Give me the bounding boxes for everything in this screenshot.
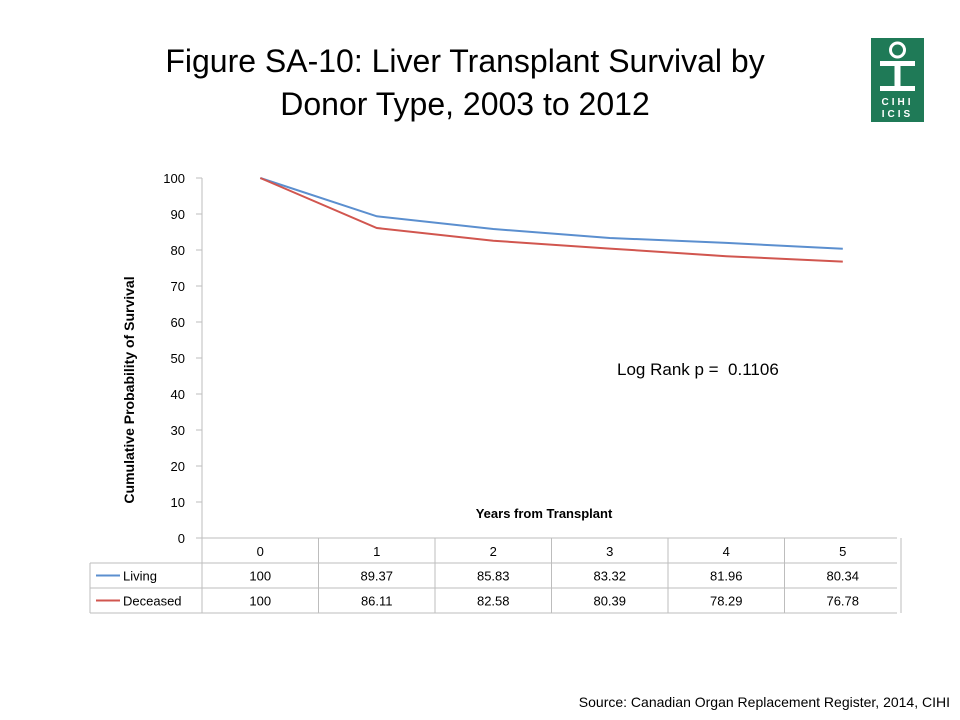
data-cell: 82.58 (477, 594, 510, 609)
data-cell: 80.34 (826, 569, 859, 584)
y-tick-label: 70 (171, 279, 185, 294)
x-tick-label: 3 (606, 544, 613, 559)
x-tick-label: 2 (490, 544, 497, 559)
logo-text-bottom: ICIS (882, 109, 913, 120)
data-cell: 86.11 (361, 594, 393, 609)
data-cell: 81.96 (710, 569, 743, 584)
data-table: 0 1 2 3 4 5 Living 100 89.37 85.83 83.32 81.96 80.34… (89, 537, 902, 614)
data-cell: 83.32 (593, 569, 626, 584)
legend-label-deceased: Deceased (123, 594, 182, 609)
title-line-2: Donor Type, 2003 to 2012 (280, 86, 650, 122)
x-tick-label: 0 (257, 544, 264, 559)
title-line-1: Figure SA-10: Liver Transplant Survival … (165, 43, 765, 79)
y-tick-label: 40 (171, 387, 185, 402)
series-line-living (259, 177, 843, 250)
logo-text-top: CIHI (882, 97, 914, 108)
y-tick-label: 80 (171, 243, 185, 258)
y-tick-label: 0 (178, 531, 185, 546)
x-tick-label: 5 (839, 544, 846, 559)
x-tick-label: 4 (723, 544, 730, 559)
x-tick-label: 1 (373, 544, 380, 559)
y-tick-label: 50 (171, 351, 185, 366)
y-tick-label: 100 (163, 171, 185, 186)
series-lines (259, 177, 843, 263)
y-tick-label: 20 (171, 459, 185, 474)
y-axis-title: Cumulative Probability of Survival (121, 276, 137, 503)
data-cell: 80.39 (593, 594, 626, 609)
legend-label-living: Living (123, 569, 157, 584)
y-tick-label: 10 (171, 495, 185, 510)
y-tick-label: 60 (171, 315, 185, 330)
cihi-logo: CIHI ICIS (871, 38, 924, 122)
data-cell: 85.83 (477, 569, 510, 584)
log-rank-annotation: Log Rank p = 0.1106 (617, 360, 779, 379)
page-title: Figure SA-10: Liver Transplant Survival … (60, 40, 870, 126)
data-cell: 89.37 (360, 569, 393, 584)
data-cell: 100 (249, 594, 271, 609)
data-cell: 78.29 (710, 594, 743, 609)
data-cell: 100 (249, 569, 271, 584)
x-axis-title: Years from Transplant (476, 506, 613, 521)
series-line-deceased (259, 177, 843, 263)
y-tick-label: 30 (171, 423, 185, 438)
y-tick-label: 90 (171, 207, 185, 222)
axes: 0 10 20 30 40 50 60 70 80 90 100 (163, 171, 203, 546)
source-note: Source: Canadian Organ Replacement Regis… (578, 694, 950, 710)
data-cell: 76.78 (826, 594, 859, 609)
